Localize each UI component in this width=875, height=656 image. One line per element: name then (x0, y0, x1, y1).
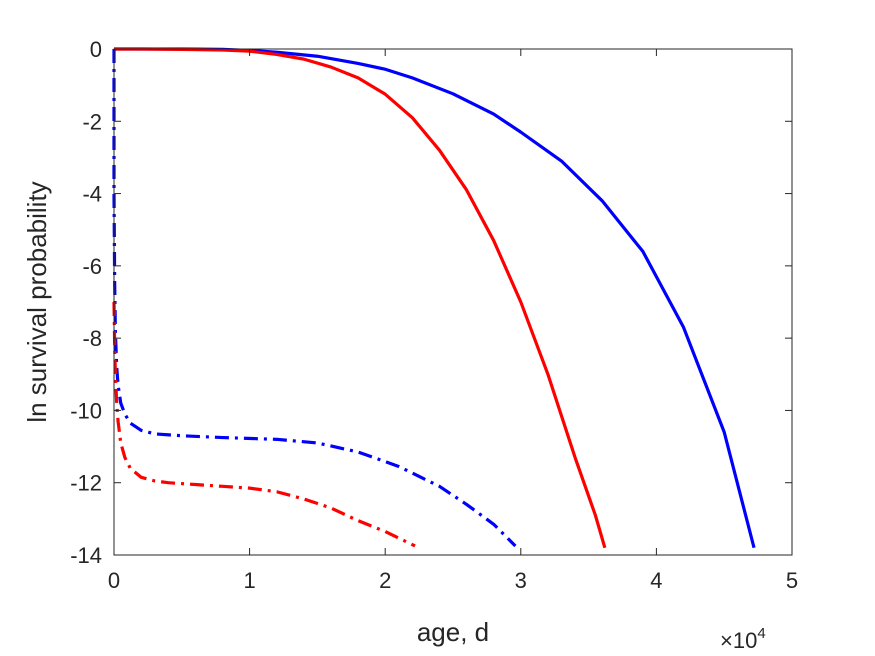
x-tick-label-5: 5 (786, 568, 798, 593)
y-tick-label-1: -2 (82, 109, 102, 134)
x-multiplier-exponent: 4 (757, 625, 765, 642)
x-tick-label-2: 2 (379, 568, 391, 593)
y-tick-label-0: 0 (90, 37, 102, 62)
tick-layer: 0 1 2 3 4 5 0 -2 -4 -6 -8 -10 -12 -14 (70, 37, 798, 593)
x-axis-multiplier: ×104 (720, 625, 766, 653)
x-multiplier-base: ×10 (720, 628, 757, 653)
axes-box (113, 48, 793, 556)
y-tick-label-2: -4 (82, 182, 102, 207)
x-tick-label-1: 1 (243, 568, 255, 593)
x-tick-label-4: 4 (650, 568, 662, 593)
x-tick-label-3: 3 (515, 568, 527, 593)
x-axis-label: age, d (417, 617, 489, 647)
x-tick-label-0: 0 (108, 568, 120, 593)
plot-area (114, 49, 792, 555)
y-tick-label-5: -10 (70, 398, 102, 423)
series-line-2 (114, 47, 607, 549)
y-tick-label-4: -8 (82, 326, 102, 351)
y-axis-label: ln survival probability (22, 181, 52, 422)
y-tick-label-6: -12 (70, 471, 102, 496)
y-tick-label-3: -6 (82, 254, 102, 279)
y-tick-label-7: -14 (70, 543, 102, 568)
series-line-4 (112, 301, 416, 548)
